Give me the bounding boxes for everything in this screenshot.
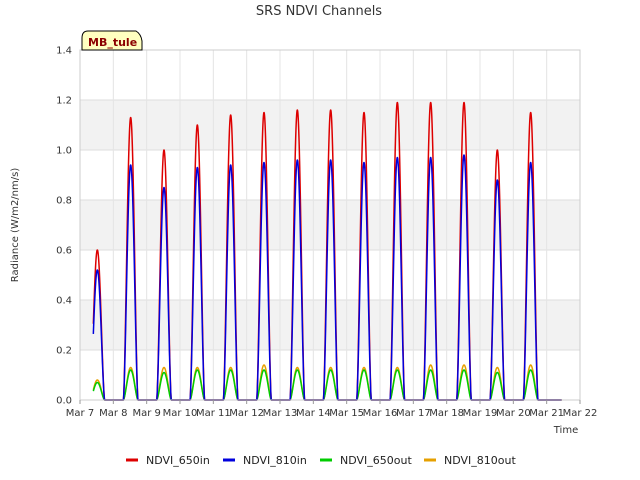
plot-band	[80, 50, 580, 100]
y-tick-label: 0.2	[56, 346, 72, 357]
y-tick-label: 1.4	[56, 46, 72, 57]
x-tick-label: Mar 17	[396, 408, 431, 419]
y-axis-ticks: 0.0 0.2 0.4 0.6 0.8 1.0 1.2 1.4	[56, 46, 72, 407]
y-tick-label: 0.0	[56, 396, 72, 407]
y-axis-title: Radiance (W/m2/nm/s)	[10, 168, 21, 283]
x-tick-label: Mar 21	[529, 408, 564, 419]
x-tick-label: Mar 19	[463, 408, 498, 419]
plot-band	[80, 350, 580, 400]
x-tick-label: Mar 14	[296, 408, 331, 419]
plot-frame	[79, 49, 581, 401]
x-tick-label: Mar 18	[429, 408, 464, 419]
legend-label: NDVI_650in	[146, 454, 210, 467]
x-tick-label: Mar 13	[263, 408, 298, 419]
x-tick-label: Mar 7	[66, 408, 94, 419]
plot-band	[80, 250, 580, 300]
x-axis-title: Time	[553, 425, 578, 436]
plot-band	[80, 200, 580, 250]
x-tick-label: Mar 9	[132, 408, 160, 419]
site-label-box: MB_tule	[81, 30, 143, 51]
x-tick-label: Mar 12	[229, 408, 264, 419]
x-tick-label: Mar 22	[563, 408, 598, 419]
legend-label: NDVI_650out	[340, 454, 412, 467]
x-tick-label: Mar 20	[496, 408, 531, 419]
site-label: MB_tule	[88, 36, 137, 49]
x-tick-label: Mar 10	[163, 408, 198, 419]
x-tick-label: Mar 15	[329, 408, 364, 419]
y-tick-label: 0.8	[56, 196, 72, 207]
site-label-background	[81, 30, 143, 51]
x-tick-label: Mar 11	[196, 408, 231, 419]
y-tick-label: 0.6	[56, 246, 72, 257]
legend: NDVI_650in NDVI_810in NDVI_650out NDVI_810o…	[126, 454, 516, 467]
chart-title: SRS NDVI Channels	[256, 4, 382, 19]
x-tick-label: Mar 8	[99, 408, 127, 419]
plot-background	[80, 50, 580, 400]
y-tick-label: 0.4	[56, 296, 72, 307]
y-tick-label: 1.2	[56, 96, 72, 107]
plot-band	[80, 300, 580, 350]
x-tick-label: Mar 16	[363, 408, 398, 419]
y-tick-label: 1.0	[56, 146, 72, 157]
legend-label: NDVI_810out	[444, 454, 516, 467]
legend-label: NDVI_810in	[243, 454, 307, 467]
